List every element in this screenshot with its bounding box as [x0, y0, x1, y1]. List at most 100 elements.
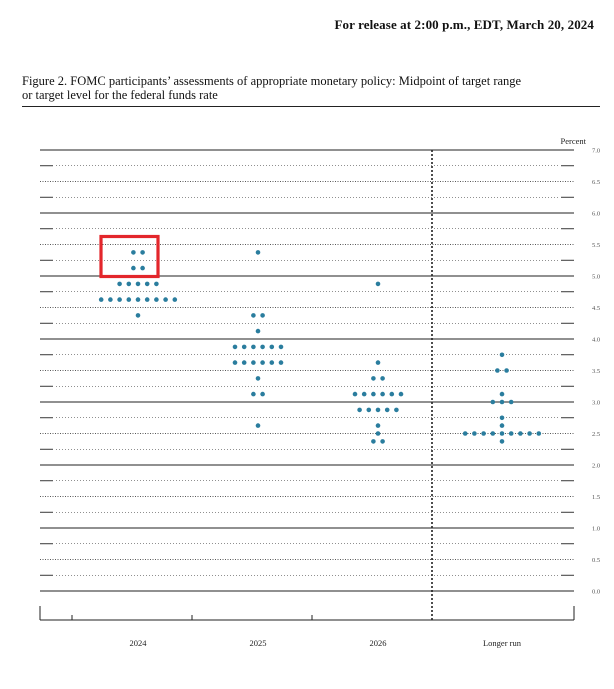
y-tick-label: 0.5 — [592, 557, 600, 564]
participant-dot — [371, 376, 376, 381]
participant-dots — [98, 250, 542, 444]
participant-dot — [255, 423, 261, 428]
participant-dot — [366, 407, 372, 413]
participant-dot — [375, 281, 381, 287]
participant-dot — [98, 297, 104, 302]
figure-caption: Figure 2. FOMC participants’ assessments… — [22, 74, 600, 102]
y-tick-label: 3.5 — [592, 368, 600, 375]
y-tick-label: 5.0 — [592, 274, 600, 281]
participant-dot — [499, 352, 505, 358]
participant-dot — [375, 407, 381, 413]
participant-dot — [499, 415, 505, 421]
x-category-label: Longer run — [483, 638, 522, 648]
participant-dot — [260, 344, 265, 350]
participant-dot — [117, 297, 122, 302]
participant-dot — [269, 360, 275, 365]
figure-caption-line-1: Figure 2. FOMC participants’ assessments… — [22, 74, 522, 88]
participant-dot — [278, 344, 284, 350]
participant-dot — [504, 368, 509, 373]
axes — [39, 150, 575, 621]
participant-dot — [481, 431, 486, 436]
y-tick-label: 2.0 — [592, 463, 600, 470]
participant-dot — [154, 281, 159, 287]
participant-dot — [499, 399, 505, 405]
participant-dot — [135, 313, 141, 318]
participant-dot — [462, 431, 468, 436]
participant-dot — [375, 431, 381, 436]
caption-divider — [22, 106, 600, 107]
participant-dot — [172, 297, 178, 302]
participant-dot — [260, 313, 265, 318]
participant-dot — [251, 313, 256, 318]
participant-dot — [375, 423, 381, 428]
y-tick-label: 6.5 — [592, 179, 600, 186]
highlight-annotation — [99, 234, 160, 279]
y-tick-label: 2.5 — [592, 431, 600, 438]
participant-dot — [144, 281, 150, 287]
participant-dot — [241, 360, 247, 365]
y-tick-label: 0.0 — [592, 589, 600, 596]
participant-dot — [394, 407, 399, 413]
y-tick-label: 7.0 — [592, 148, 600, 155]
participant-dot — [131, 265, 136, 271]
grid-lines — [40, 149, 574, 592]
participant-dot — [126, 297, 132, 302]
participant-dot — [154, 297, 159, 302]
participant-dot — [140, 250, 145, 255]
participant-dot — [375, 360, 381, 365]
participant-dot — [380, 391, 385, 397]
participant-dot — [352, 391, 358, 397]
participant-dot — [135, 297, 141, 302]
participant-dot — [255, 250, 261, 255]
participant-dot — [260, 360, 265, 365]
y-tick-label: 4.0 — [592, 337, 600, 344]
y-tick-label: 6.0 — [592, 211, 600, 218]
participant-dot — [371, 391, 376, 397]
y-tick-label: 5.5 — [592, 242, 600, 249]
participant-dot — [278, 360, 284, 365]
participant-dot — [357, 407, 362, 413]
participant-dot — [144, 297, 150, 302]
participant-dot — [251, 391, 256, 397]
y-tick-label: 1.5 — [592, 494, 600, 501]
participant-dot — [117, 281, 122, 287]
participant-dot — [163, 297, 168, 302]
participant-dot — [389, 391, 395, 397]
participant-dot — [490, 399, 496, 405]
participant-dot — [251, 344, 256, 350]
participant-dot — [380, 376, 385, 381]
participant-dot — [499, 439, 505, 444]
participant-dot — [135, 281, 141, 287]
participant-dot — [384, 407, 390, 413]
participant-dot — [536, 431, 542, 436]
figure-caption-line-2: or target level for the federal funds ra… — [22, 88, 218, 102]
participant-dot — [371, 439, 376, 444]
axis-labels: 0.0 0.5 1.0 1.5 2.0 2.5 3.0 3.5 4.0 4.5 5.0 5.5 6.0 6… — [130, 136, 601, 648]
participant-dot — [269, 344, 275, 350]
participant-dot — [140, 265, 145, 271]
participant-dot — [232, 344, 238, 350]
participant-dot — [232, 360, 238, 365]
x-category-label: 2024 — [130, 638, 148, 648]
participant-dot — [472, 431, 477, 436]
participant-dot — [518, 431, 523, 436]
participant-dot — [108, 297, 113, 302]
participant-dot — [126, 281, 132, 287]
participant-dot — [398, 391, 404, 397]
x-category-label: 2025 — [250, 638, 267, 648]
participant-dot — [490, 431, 496, 436]
y-tick-label: 3.0 — [592, 400, 600, 407]
participant-dot — [495, 368, 500, 373]
participant-dot — [241, 344, 247, 350]
participant-dot — [260, 391, 265, 397]
y-tick-label: 4.5 — [592, 305, 600, 312]
highlight-box — [99, 234, 160, 279]
unit-label: Percent — [561, 136, 587, 146]
participant-dot — [255, 376, 261, 381]
participant-dot — [251, 360, 256, 365]
participant-dot — [499, 391, 505, 397]
participant-dot — [361, 391, 367, 397]
participant-dot — [527, 431, 532, 436]
participant-dot — [499, 431, 505, 436]
